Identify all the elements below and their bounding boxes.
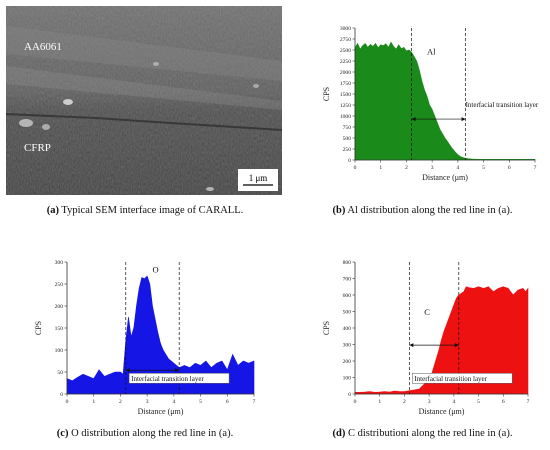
caption-b-letter: (b)	[332, 205, 346, 216]
chart-b-y-tick-label: 500	[343, 136, 352, 142]
chart-b-y-tick-label: 0	[348, 158, 351, 164]
chart-c-x-tick-label: 7	[253, 399, 256, 405]
chart-panel-c: 0 1 2 3 4 5 6 7 0 50 100 150 200 250 300 Distance (μm) C…	[34, 260, 256, 416]
chart-c-x-axis-label: Distance (μm)	[138, 407, 184, 416]
chart-c-y-tick-label: 200	[55, 304, 64, 310]
chart-b-arrowhead-left	[411, 117, 416, 122]
chart-d-area	[354, 286, 529, 395]
chart-c-x-tick-label: 2	[119, 399, 122, 405]
chart-d-arrowhead-right	[454, 343, 459, 348]
chart-b-x-tick-label: 6	[508, 165, 511, 171]
chart-d-x-tick-label: 2	[403, 399, 406, 405]
chart-b-x-tick-label: 5	[482, 165, 485, 171]
chart-b-x-tick-label: 1	[379, 165, 382, 171]
caption-d-text: C distributioni along the red line in (a…	[345, 428, 513, 439]
chart-d-x-axis-label: Distance (μm)	[419, 407, 465, 416]
panel-a: AA6061 CFRP 1 μm	[5, 6, 283, 195]
chart-d-annotation-box	[412, 373, 513, 384]
caption-c: (c) O distribution along the red line in…	[0, 428, 290, 439]
chart-d-y-tick-label: 800	[343, 260, 352, 266]
chart-d-x-tick-label: 3	[428, 399, 431, 405]
chart-b-y-tick-label: 1750	[340, 81, 351, 87]
label-cfrp: CFRP	[24, 142, 51, 154]
chart-b-x-tick-label: 4	[456, 165, 459, 171]
caption-a-text: Typical SEM interface image of CARALL.	[59, 205, 244, 216]
chart-b-element-label: Al	[427, 46, 436, 56]
chart-d-x-tick-label: 0	[354, 399, 357, 405]
caption-d-letter: (d)	[332, 428, 346, 439]
caption-b: (b) Al distribution along the red line i…	[295, 205, 550, 216]
chart-c-area	[66, 275, 255, 395]
chart-b-x-tick-label: 2	[405, 165, 408, 171]
chart-d-x-tick-label: 7	[527, 399, 530, 405]
chart-d-x-tick-label: 6	[502, 399, 505, 405]
chart-c-y-tick-label: 100	[55, 348, 64, 354]
caption-a-letter: (a)	[46, 205, 59, 216]
chart-panel-b: 0 1 2 3 4 5 6 7 0 250 500 750 1000 1250 1500 1750 2000 22…	[322, 26, 539, 182]
caption-c-text: O distribution along the red line in (a)…	[68, 428, 234, 439]
chart-b-annotation: Interfacial transition layer	[466, 101, 539, 109]
chart-c-arrowhead-left	[125, 368, 130, 373]
chart-d-annotation: Interfacial transition layer	[414, 375, 487, 383]
chart-d-y-tick-label: 300	[343, 343, 352, 349]
chart-b-y-tick-label: 2000	[340, 70, 351, 76]
chart-c-y-tick-label: 250	[55, 282, 64, 288]
caption-a: (a) Typical SEM interface image of CARAL…	[0, 205, 290, 216]
chart-c-annotation-box	[128, 373, 230, 384]
chart-d-y-tick-label: 700	[343, 277, 352, 283]
chart-c-y-tick-label: 300	[55, 260, 64, 266]
chart-c-x-tick-label: 4	[172, 399, 175, 405]
chart-b-y-tick-label: 1250	[340, 103, 351, 109]
chart-c-x-tick-label: 1	[92, 399, 95, 405]
chart-d-y-tick-label: 400	[343, 326, 352, 332]
chart-b-y-tick-label: 2250	[340, 59, 351, 65]
label-aa6061: AA6061	[24, 41, 62, 53]
chart-c-y-tick-label: 50	[57, 370, 63, 376]
chart-c-y-axis-label: CPS	[34, 321, 43, 335]
sem-image: AA6061 CFRP 1 μm	[5, 6, 283, 195]
chart-b-area	[354, 41, 536, 161]
chart-d-y-tick-label: 100	[343, 376, 352, 382]
chart-c-x-tick-label: 0	[66, 399, 69, 405]
chart-c-annotation: Interfacial transition layer	[131, 375, 204, 383]
chart-b-x-tick-label: 0	[354, 165, 357, 171]
chart-b-y-tick-label: 250	[343, 147, 352, 153]
chart-c-arrowhead-right	[175, 368, 180, 373]
chart-b-y-tick-label: 2750	[340, 37, 351, 43]
scale-bar-label: 1 μm	[249, 173, 268, 183]
caption-c-letter: (c)	[56, 428, 69, 439]
chart-panel-d: 0 1 2 3 4 5 6 7 0 100 200 300 400 500 600 700 800 Distanc…	[322, 260, 530, 416]
chart-d-y-tick-label: 0	[348, 392, 351, 398]
chart-d-x-tick-label: 5	[477, 399, 480, 405]
chart-d-x-tick-label: 1	[378, 399, 381, 405]
chart-b-y-tick-label: 750	[343, 125, 352, 131]
chart-b-x-axis-label: Distance (μm)	[422, 173, 468, 182]
chart-b-arrowhead-right	[461, 117, 466, 122]
caption-b-text: Al distribution along the red line in (a…	[345, 205, 513, 216]
caption-d: (d) C distributioni along the red line i…	[295, 428, 550, 439]
chart-c-element-label: O	[152, 265, 158, 275]
chart-b-y-axis-label: CPS	[322, 87, 331, 101]
chart-c-y-tick-label: 150	[55, 326, 64, 332]
chart-d-element-label: C	[424, 307, 430, 317]
chart-b-x-tick-label: 3	[431, 165, 434, 171]
chart-c-y-tick-label: 0	[60, 392, 63, 398]
chart-d-arrowhead-left	[409, 343, 414, 348]
chart-c-x-tick-label: 5	[199, 399, 202, 405]
chart-b-x-tick-label: 7	[534, 165, 537, 171]
chart-d-y-tick-label: 500	[343, 310, 352, 316]
chart-c-x-tick-label: 6	[226, 399, 229, 405]
chart-d-y-axis-label: CPS	[322, 321, 331, 335]
chart-d-y-tick-label: 600	[343, 293, 352, 299]
chart-b-y-tick-label: 2500	[340, 48, 351, 54]
chart-b-y-tick-label: 1000	[340, 114, 351, 120]
chart-b-y-tick-label: 3000	[340, 26, 351, 32]
chart-d-x-tick-label: 4	[452, 399, 455, 405]
chart-b-y-tick-label: 1500	[340, 92, 351, 98]
chart-d-y-tick-label: 200	[343, 359, 352, 365]
chart-c-x-tick-label: 3	[146, 399, 149, 405]
